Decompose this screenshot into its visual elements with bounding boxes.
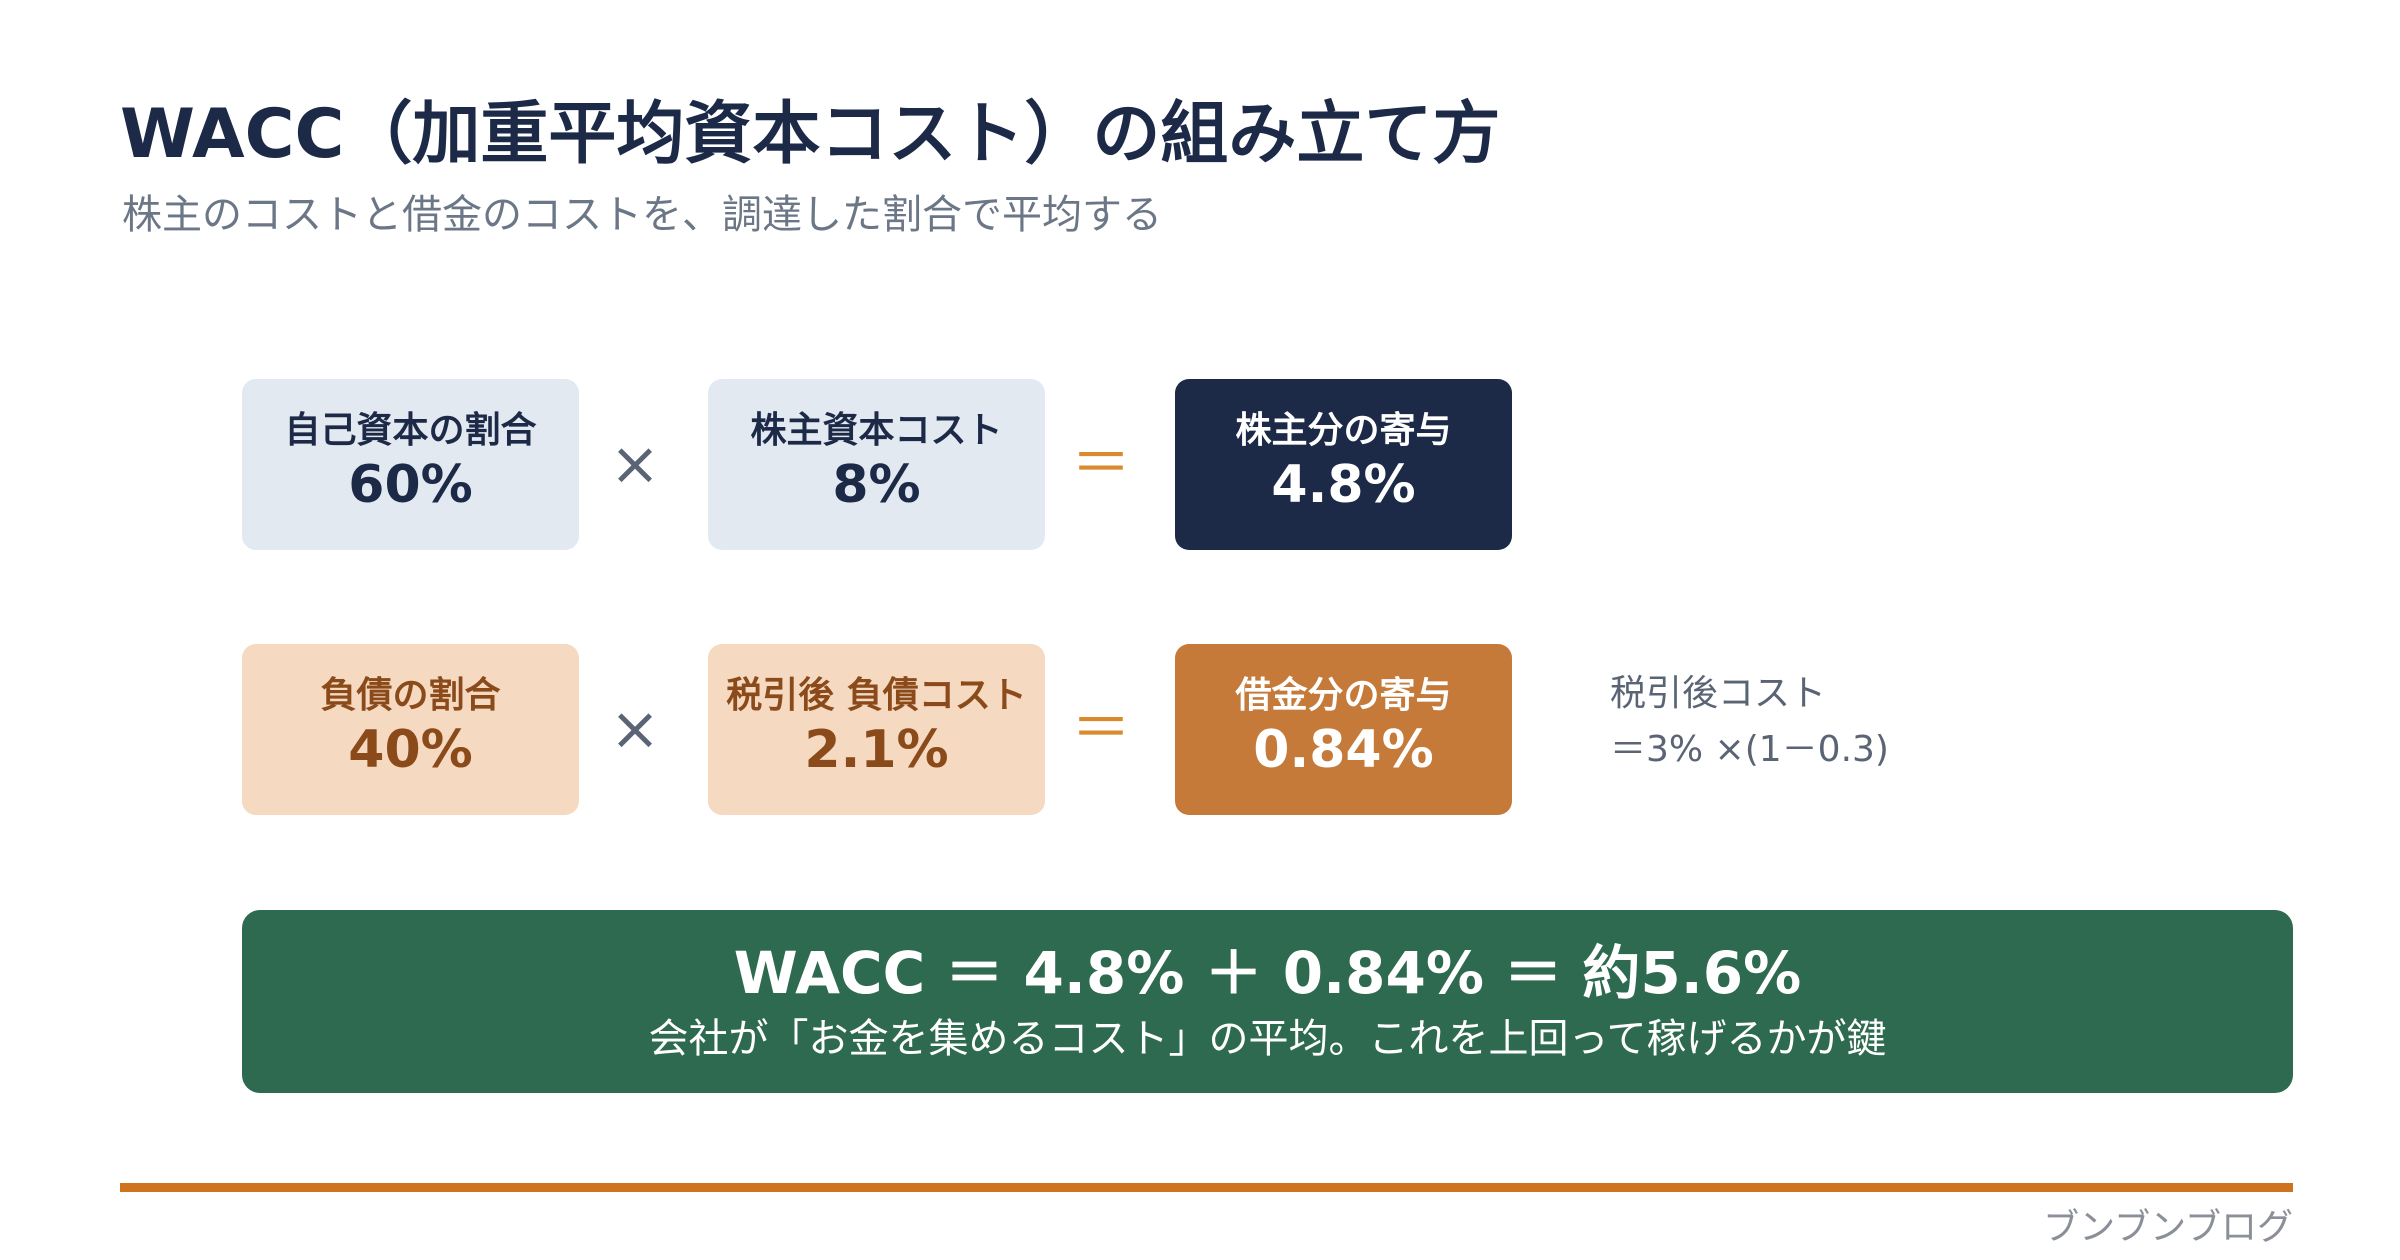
debt-cost-box: 税引後 負債コスト 2.1% <box>708 644 1045 815</box>
debt-contribution-box: 借金分の寄与 0.84% <box>1175 644 1512 815</box>
note-line: ＝3% ×(1－0.3) <box>1610 729 1889 770</box>
summary-formula: WACC ＝ 4.8% ＋ 0.84% ＝ 約5.6% <box>733 938 1802 1007</box>
title: WACC（加重平均資本コスト）の組み立て方 <box>120 95 1501 174</box>
box-label: 株主資本コスト <box>750 410 1003 452</box>
footer-brand: ブンブンブログ <box>2043 1207 2293 1248</box>
box-value: 4.8% <box>1271 455 1416 516</box>
box-label: 税引後 負債コスト <box>726 675 1027 717</box>
footer-rule <box>120 1183 2293 1192</box>
box-label: 株主分の寄与 <box>1235 410 1452 452</box>
summary-caption: 会社が「お金を集めるコスト」の平均。これを上回って稼げるかが鍵 <box>648 1016 1887 1063</box>
box-value: 40% <box>348 720 473 781</box>
box-value: 60% <box>348 455 473 516</box>
box-label: 負債の割合 <box>320 675 501 717</box>
note-line: 税引後コスト <box>1610 673 1827 714</box>
box-value: 8% <box>832 455 921 516</box>
equity-contribution-box: 株主分の寄与 4.8% <box>1175 379 1512 550</box>
box-label: 自己資本の割合 <box>284 410 537 452</box>
box-value: 0.84% <box>1253 720 1434 781</box>
equity-cost-box: 株主資本コスト 8% <box>708 379 1045 550</box>
summary-box: WACC ＝ 4.8% ＋ 0.84% ＝ 約5.6% 会社が「お金を集めるコス… <box>242 910 2293 1093</box>
operator: × <box>609 694 661 764</box>
operator: ＝ <box>1071 694 1131 764</box>
box-label: 借金分の寄与 <box>1235 675 1452 717</box>
subtitle: 株主のコストと借金のコストを、調達した割合で平均する <box>122 192 1162 238</box>
box-value: 2.1% <box>804 720 949 781</box>
operator: × <box>609 429 661 499</box>
equity-ratio-box: 自己資本の割合 60% <box>242 379 579 550</box>
debt-ratio-box: 負債の割合 40% <box>242 644 579 815</box>
operator: ＝ <box>1071 429 1131 499</box>
